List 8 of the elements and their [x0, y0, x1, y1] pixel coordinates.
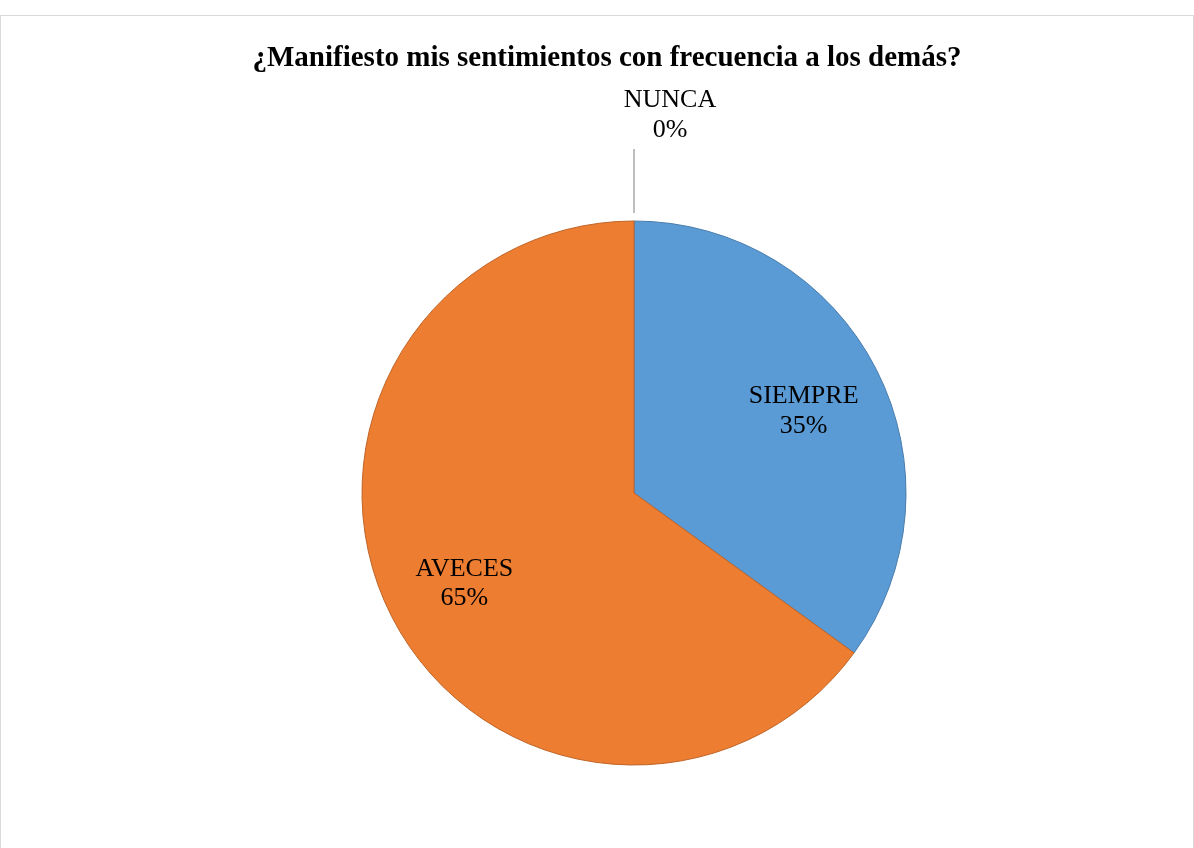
chart-title: ¿Manifiesto mis sentimientos con frecuencia a los demás?	[252, 40, 962, 72]
category-label: NUNCA	[623, 84, 717, 114]
data-label: 65%	[440, 582, 489, 612]
slice-label: AVECES	[415, 552, 514, 582]
slice-label: SIEMPRE	[748, 379, 859, 409]
text: 0%	[652, 114, 688, 143]
data-label: 35%	[779, 409, 828, 439]
pie-slice	[633, 220, 907, 654]
